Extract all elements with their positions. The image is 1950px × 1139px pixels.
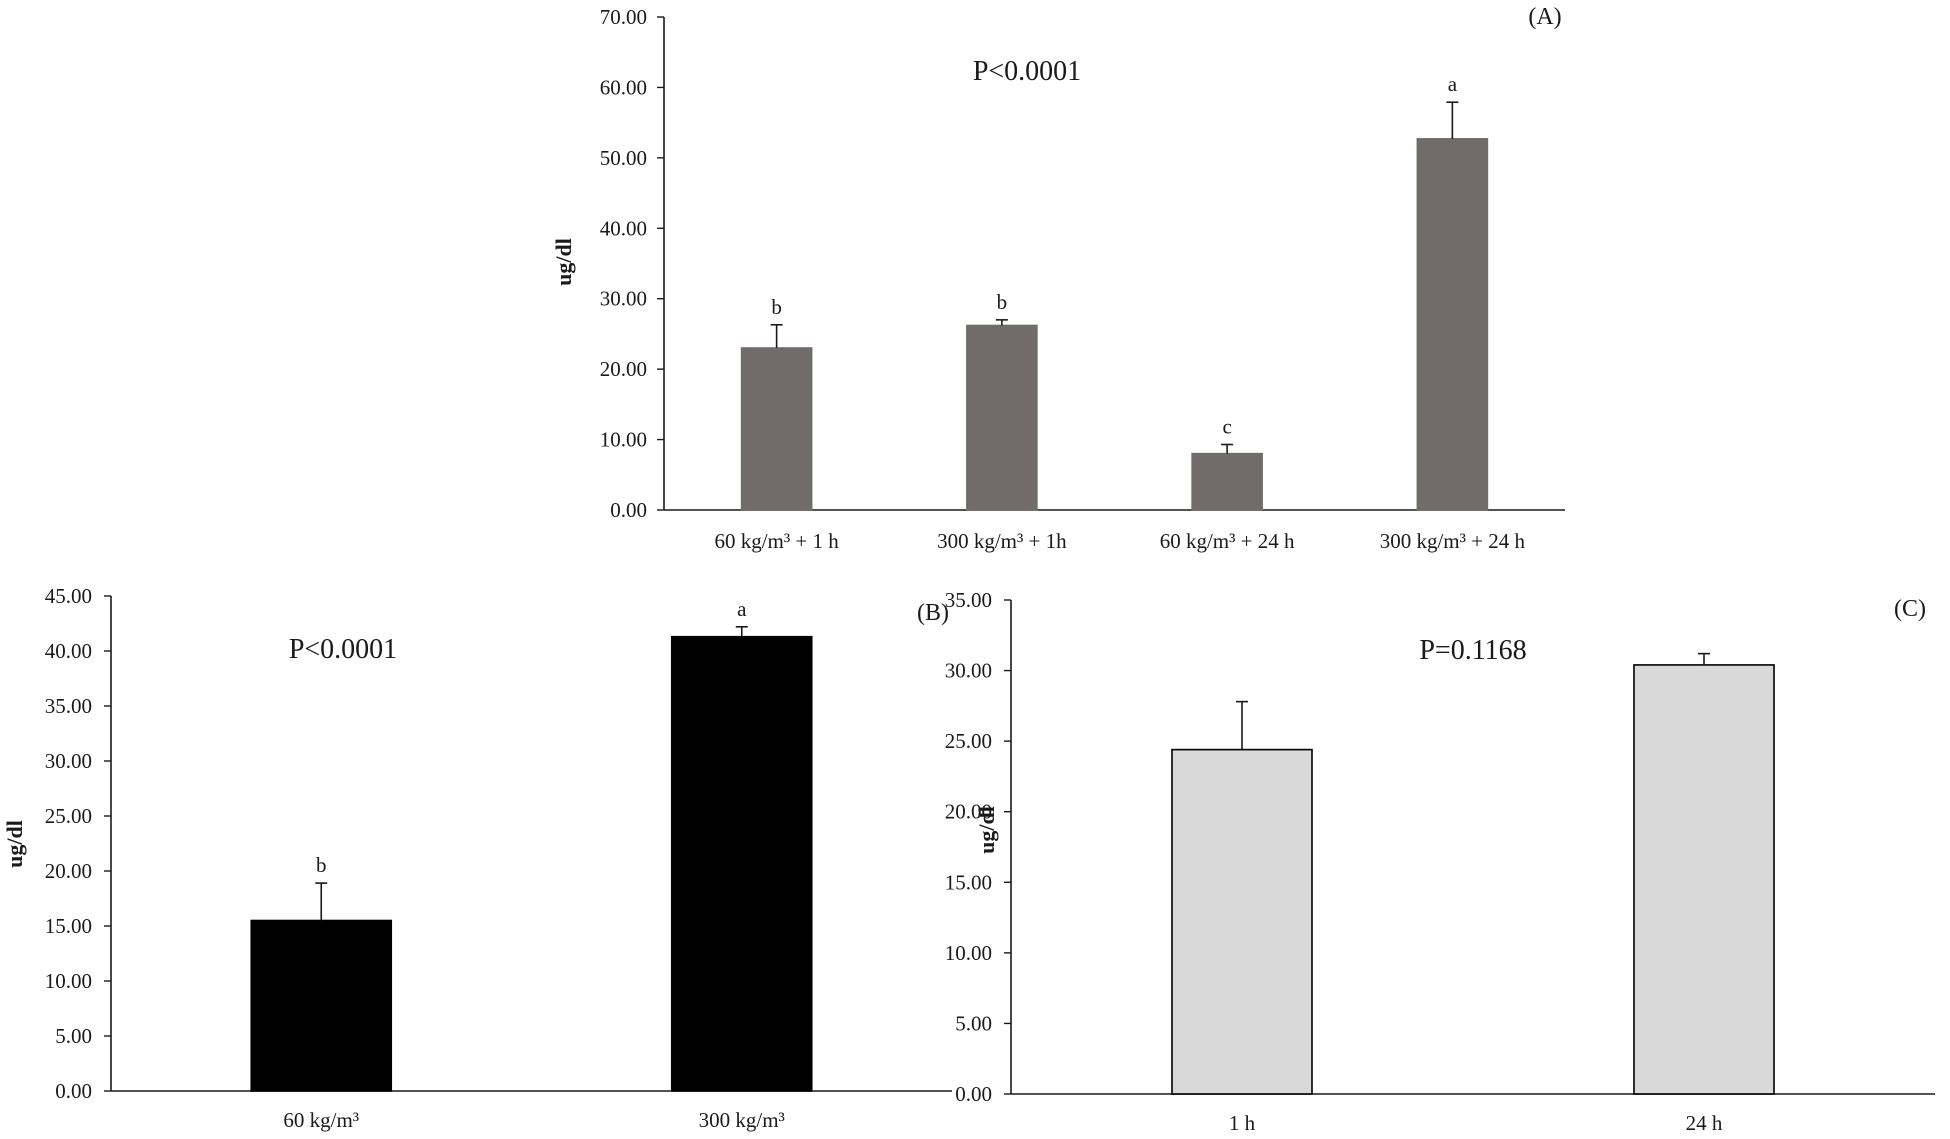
panel-b-y-tick-label: 40.00 bbox=[45, 639, 92, 663]
panel-a-bar bbox=[1416, 138, 1489, 511]
panel-c-bar bbox=[1171, 748, 1313, 1095]
panel-c-y-tick-label: 25.00 bbox=[945, 729, 992, 753]
panel-a-y-tick-label: 60.00 bbox=[600, 75, 647, 99]
panel-c-category-label: 24 h bbox=[1686, 1111, 1723, 1134]
panel-a-y-tick-label: 30.00 bbox=[600, 287, 647, 311]
panel-a-y-tick-label: 10.00 bbox=[600, 428, 647, 452]
panel-c-y-tick-label: 0.00 bbox=[955, 1082, 992, 1106]
panel-a-category-label: 60 kg/m³ + 1 h bbox=[714, 529, 839, 553]
panel-b-y-tick-label: 20.00 bbox=[45, 859, 92, 883]
panel-b-category-label: 60 kg/m³ bbox=[283, 1108, 359, 1132]
panel-b-tag: (B) bbox=[917, 600, 949, 626]
panel-b-significance-letter: b bbox=[316, 853, 327, 877]
panel-a-category-label: 60 kg/m³ + 24 h bbox=[1160, 529, 1295, 553]
panel-a-bar bbox=[966, 324, 1038, 511]
panel-b-p-value: P<0.0001 bbox=[289, 634, 397, 665]
panel-c-chart: 0.00 5.00 10.00 15.00 20.00 25.00 30.00 35.00 ug… bbox=[945, 588, 1935, 1135]
panel-b-y-tick-label: 5.00 bbox=[55, 1024, 92, 1048]
panel-b-significance-letter: a bbox=[737, 597, 747, 621]
panel-a-chart: 0.00 10.00 20.00 30.00 40.00 50.00 60.00 70.00 u… bbox=[551, 4, 1565, 553]
panel-b-y-tick-label: 10.00 bbox=[45, 969, 92, 993]
panel-c-y-tick-label: 35.00 bbox=[945, 588, 992, 612]
panel-b-y-tick-label: 15.00 bbox=[45, 914, 92, 938]
panel-c-bar bbox=[1633, 664, 1775, 1095]
panel-a-category-label: 300 kg/m³ + 24 h bbox=[1380, 529, 1526, 553]
panel-c-tag: (C) bbox=[1894, 596, 1926, 622]
panel-a-y-tick-label: 70.00 bbox=[600, 5, 647, 29]
panel-a-category-label: 300 kg/m³ + 1h bbox=[937, 529, 1067, 553]
panel-c-y-tick-label: 20.00 bbox=[945, 800, 992, 824]
panel-b-y-tick-label: 45.00 bbox=[45, 584, 92, 608]
panel-a-y-axis-label: ug/dl bbox=[551, 238, 576, 286]
panel-c-y-axis-label: ug/dl bbox=[974, 806, 999, 854]
panel-a-y-tick-label: 40.00 bbox=[600, 216, 647, 240]
panel-b-chart: 0.00 5.00 10.00 15.00 20.00 25.00 30.00 35.00 40… bbox=[2, 584, 952, 1132]
panel-a-tag: (A) bbox=[1528, 4, 1561, 30]
panel-b-category-label: 300 kg/m³ bbox=[699, 1108, 785, 1132]
panel-a-bar bbox=[1191, 452, 1263, 511]
panel-b-bar bbox=[250, 919, 393, 1092]
panel-c-category-label: 1 h bbox=[1229, 1111, 1256, 1134]
panel-a-y-tick-label: 20.00 bbox=[600, 357, 647, 381]
panel-b-y-tick-label: 35.00 bbox=[45, 694, 92, 718]
panel-a-significance-letter: c bbox=[1222, 415, 1231, 439]
panel-a-significance-letter: a bbox=[1448, 72, 1458, 96]
panel-b-y-axis-label: ug/dl bbox=[2, 820, 27, 868]
panel-b-bar bbox=[670, 635, 813, 1092]
panel-c-p-value: P=0.1168 bbox=[1419, 635, 1526, 666]
panel-b-y-tick-label: 30.00 bbox=[45, 749, 92, 773]
panel-a-y-tick-label: 0.00 bbox=[610, 498, 647, 522]
panel-c-y-tick-label: 30.00 bbox=[945, 659, 992, 683]
panel-a-p-value: P<0.0001 bbox=[973, 56, 1081, 87]
panel-c-y-tick-label: 15.00 bbox=[945, 870, 992, 894]
panel-a-significance-letter: b bbox=[771, 295, 782, 319]
panel-c-y-tick-label: 10.00 bbox=[945, 941, 992, 965]
panel-a-bar bbox=[740, 347, 813, 511]
panel-b-y-tick-label: 25.00 bbox=[45, 804, 92, 828]
panel-a-significance-letter: b bbox=[997, 290, 1008, 314]
panel-a-y-tick-label: 50.00 bbox=[600, 146, 647, 170]
panel-c-y-tick-label: 5.00 bbox=[955, 1011, 992, 1035]
panel-b-y-tick-label: 0.00 bbox=[55, 1079, 92, 1103]
